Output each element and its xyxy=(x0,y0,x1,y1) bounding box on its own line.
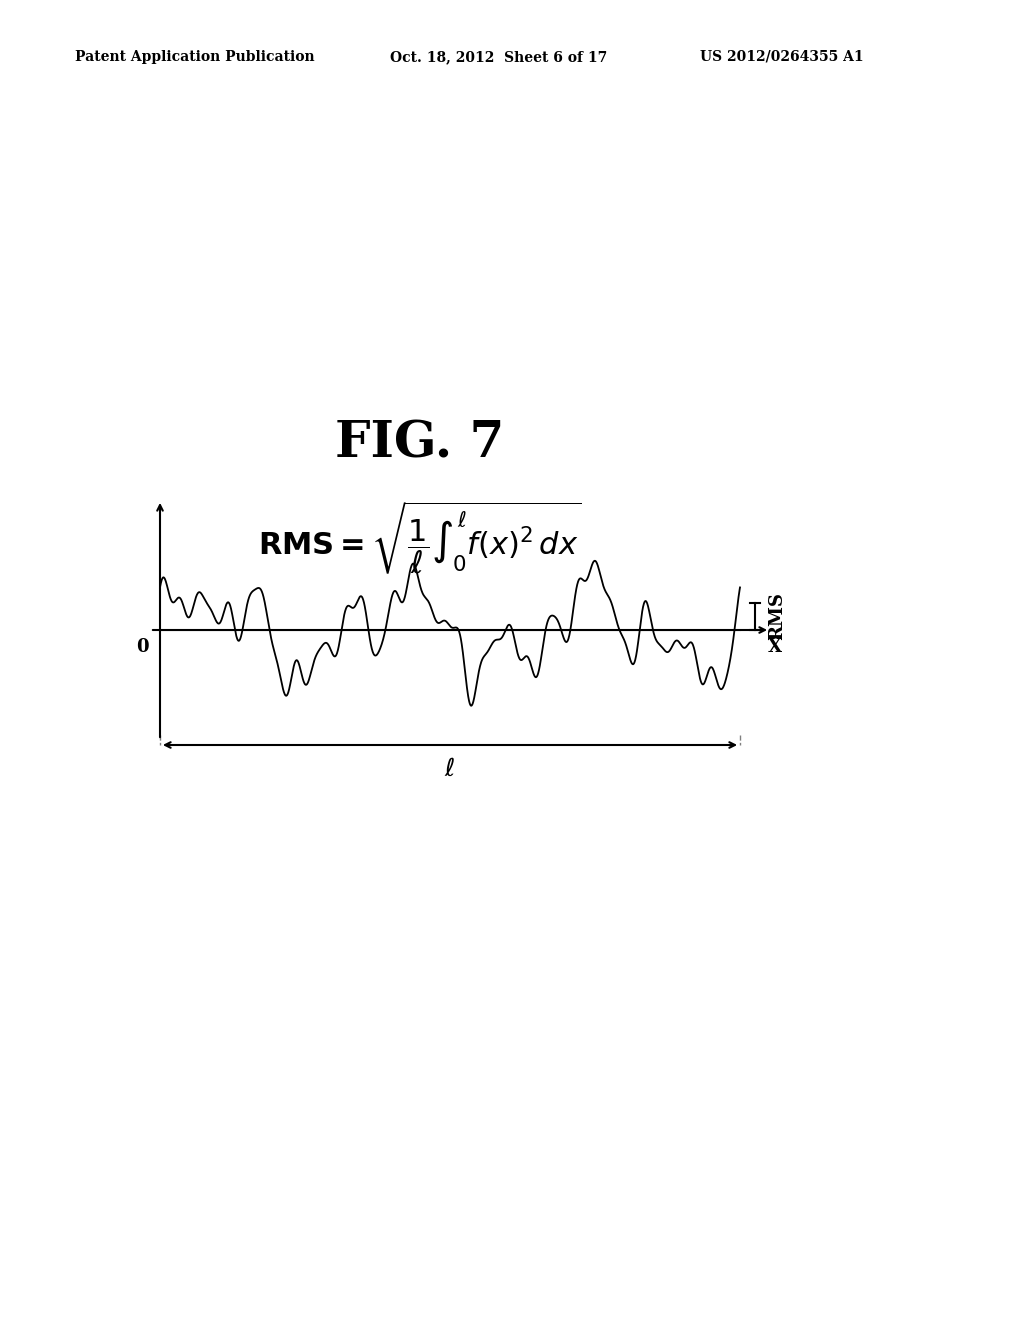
Text: $\ell$: $\ell$ xyxy=(444,756,456,781)
Text: FIG. 7: FIG. 7 xyxy=(335,420,505,469)
Text: 0: 0 xyxy=(136,638,148,656)
Text: X: X xyxy=(768,638,782,656)
Text: $\mathbf{RMS{=}}\sqrt{\dfrac{1}{\ell}\int_0^{\ell} f(x)^2\,dx}$: $\mathbf{RMS{=}}\sqrt{\dfrac{1}{\ell}\in… xyxy=(258,500,582,577)
Text: Oct. 18, 2012  Sheet 6 of 17: Oct. 18, 2012 Sheet 6 of 17 xyxy=(390,50,607,63)
Text: RMS: RMS xyxy=(768,593,786,640)
Text: US 2012/0264355 A1: US 2012/0264355 A1 xyxy=(700,50,863,63)
Text: Patent Application Publication: Patent Application Publication xyxy=(75,50,314,63)
